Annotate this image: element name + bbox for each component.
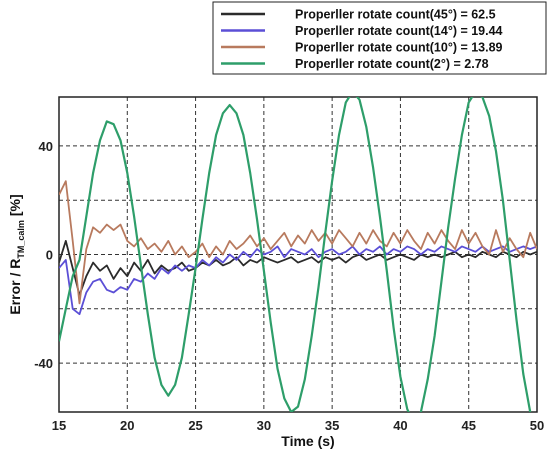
legend-label: Properller rotate count(10°) = 13.89	[295, 41, 503, 55]
legend-label: Properller rotate count(45°) = 62.5	[295, 8, 496, 22]
y-axis-title-unit: [%]	[7, 194, 23, 216]
y-tick-label: -40	[34, 356, 53, 371]
x-tick-label: 20	[120, 418, 134, 433]
plot-frame	[58, 96, 538, 413]
x-tick-label: 15	[52, 418, 66, 433]
y-axis-title-subscript: TM_calm	[16, 220, 26, 259]
series-line-1	[59, 239, 537, 297]
series-line-2	[59, 245, 537, 316]
series-group	[59, 97, 537, 412]
legend-label: Properller rotate count(14°) = 19.44	[295, 24, 503, 38]
y-tick-label: 0	[46, 248, 53, 263]
series-line-3	[59, 180, 537, 305]
legend-label: Properller rotate count(2°) = 2.78	[295, 57, 489, 71]
legend: Properller rotate count(45°) = 62.5 Prope…	[212, 1, 547, 75]
y-axis-title-main: Error / R	[7, 259, 23, 315]
y-axis-title: Error / RTM_calm [%]	[7, 194, 26, 314]
x-axis-title: Time (s)	[281, 433, 334, 449]
x-tick-label: 40	[393, 418, 407, 433]
x-tick-label: 25	[188, 418, 202, 433]
series-line-4	[59, 97, 532, 412]
y-tick-label: 40	[39, 139, 53, 154]
grid	[59, 97, 537, 412]
x-tick-label: 30	[257, 418, 271, 433]
x-tick-label: 45	[461, 418, 475, 433]
x-tick-label: 35	[325, 418, 339, 433]
x-tick-label: 50	[530, 418, 544, 433]
tick-labels: 15 20 25 30 35 40 45 50 40 0 -40	[34, 139, 544, 433]
legend-box	[212, 1, 547, 75]
